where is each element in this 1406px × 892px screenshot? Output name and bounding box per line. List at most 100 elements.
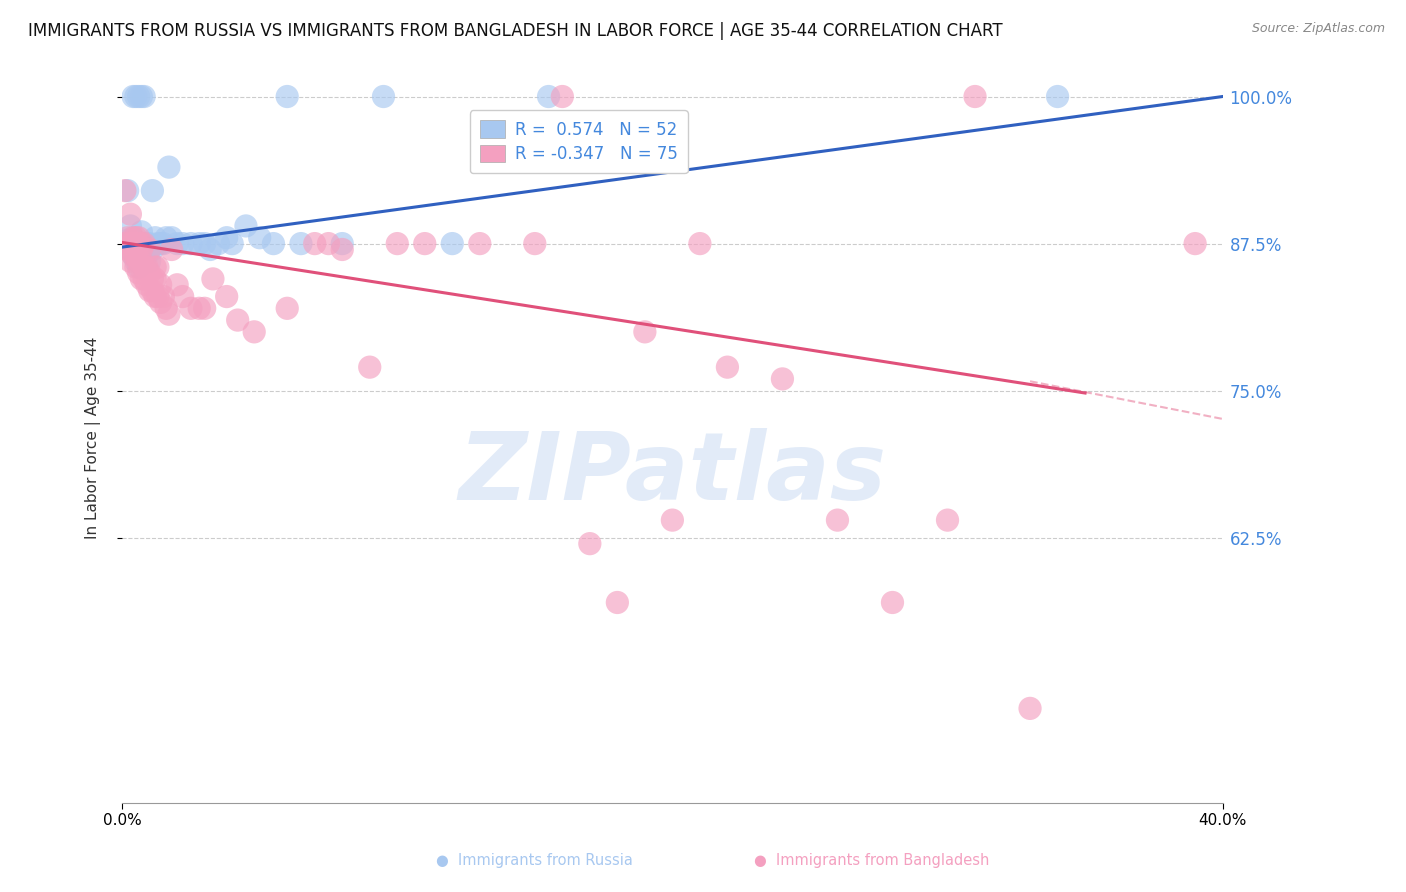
Point <box>330 236 353 251</box>
Point <box>114 184 136 198</box>
Point <box>125 230 148 244</box>
Point <box>134 243 156 257</box>
Point <box>180 236 202 251</box>
Point <box>135 236 157 251</box>
Point <box>235 219 257 233</box>
Point <box>359 360 381 375</box>
Point <box>936 513 959 527</box>
Point <box>194 236 217 251</box>
Point <box>131 225 153 239</box>
Point <box>141 272 163 286</box>
Text: ZIPatlas: ZIPatlas <box>458 428 886 520</box>
Point <box>134 260 156 274</box>
Point <box>146 260 169 274</box>
Point <box>215 230 238 244</box>
Point <box>330 243 353 257</box>
Point <box>131 254 153 268</box>
Point <box>128 230 150 244</box>
Text: ●  Immigrants from Russia: ● Immigrants from Russia <box>436 854 633 868</box>
Point <box>606 595 628 609</box>
Point <box>1019 701 1042 715</box>
Point <box>135 248 157 262</box>
Point <box>149 277 172 292</box>
Point <box>276 89 298 103</box>
Point <box>138 254 160 268</box>
Point <box>551 89 574 103</box>
Point <box>634 325 657 339</box>
Point <box>579 536 602 550</box>
Point <box>172 289 194 303</box>
Point <box>149 295 172 310</box>
Point <box>188 301 211 316</box>
Point <box>134 272 156 286</box>
Text: ●  Immigrants from Bangladesh: ● Immigrants from Bangladesh <box>754 854 990 868</box>
Point <box>138 266 160 280</box>
Point <box>160 243 183 257</box>
Point <box>146 289 169 303</box>
Text: Source: ZipAtlas.com: Source: ZipAtlas.com <box>1251 22 1385 36</box>
Point <box>215 289 238 303</box>
Point <box>128 236 150 251</box>
Point <box>128 89 150 103</box>
Point <box>135 260 157 274</box>
Point <box>120 219 142 233</box>
Point <box>114 236 136 251</box>
Point <box>128 260 150 274</box>
Point <box>117 243 139 257</box>
Point <box>276 301 298 316</box>
Point <box>221 236 243 251</box>
Point <box>122 230 145 244</box>
Point <box>157 160 180 174</box>
Point <box>226 313 249 327</box>
Point <box>120 207 142 221</box>
Y-axis label: In Labor Force | Age 35-44: In Labor Force | Age 35-44 <box>86 336 101 539</box>
Point <box>198 243 221 257</box>
Point <box>122 248 145 262</box>
Point <box>146 236 169 251</box>
Point <box>122 89 145 103</box>
Point <box>138 236 160 251</box>
Point <box>141 184 163 198</box>
Point <box>155 230 177 244</box>
Point <box>128 266 150 280</box>
Point <box>122 248 145 262</box>
Point <box>155 301 177 316</box>
Point <box>387 236 409 251</box>
Point <box>122 230 145 244</box>
Point <box>243 325 266 339</box>
Point <box>160 230 183 244</box>
Point <box>188 236 211 251</box>
Point <box>131 236 153 251</box>
Legend: R =  0.574   N = 52, R = -0.347   N = 75: R = 0.574 N = 52, R = -0.347 N = 75 <box>470 111 688 174</box>
Point <box>882 595 904 609</box>
Point <box>413 236 436 251</box>
Point <box>689 236 711 251</box>
Point <box>194 301 217 316</box>
Point <box>166 236 188 251</box>
Point <box>117 184 139 198</box>
Point <box>523 236 546 251</box>
Point <box>114 236 136 251</box>
Point <box>117 230 139 244</box>
Text: IMMIGRANTS FROM RUSSIA VS IMMIGRANTS FROM BANGLADESH IN LABOR FORCE | AGE 35-44 : IMMIGRANTS FROM RUSSIA VS IMMIGRANTS FRO… <box>28 22 1002 40</box>
Point <box>141 284 163 298</box>
Point <box>143 260 166 274</box>
Point <box>304 236 326 251</box>
Point <box>122 236 145 251</box>
Point <box>1184 236 1206 251</box>
Point <box>125 260 148 274</box>
Point <box>149 236 172 251</box>
Point <box>441 236 464 251</box>
Point <box>770 372 793 386</box>
Point <box>661 513 683 527</box>
Point <box>120 254 142 268</box>
Point <box>141 243 163 257</box>
Point <box>963 89 986 103</box>
Point <box>134 89 156 103</box>
Point <box>131 243 153 257</box>
Point <box>138 284 160 298</box>
Point <box>152 236 174 251</box>
Point <box>249 230 271 244</box>
Point <box>138 243 160 257</box>
Point <box>120 243 142 257</box>
